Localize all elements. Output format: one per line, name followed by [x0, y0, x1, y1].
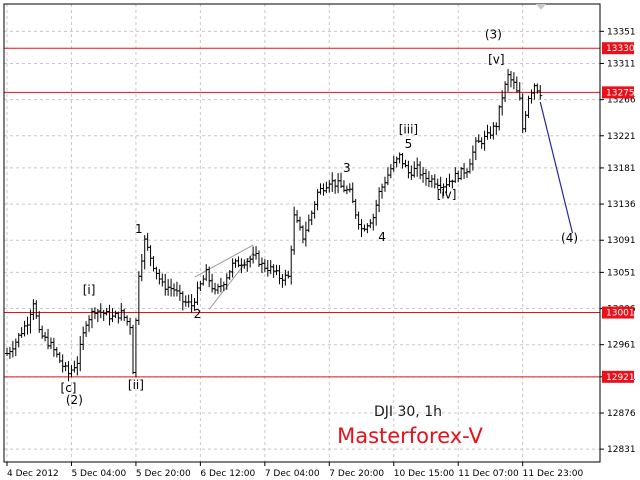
wave-label: (3)	[485, 28, 502, 42]
x-tick-label: 5 Dec 20:00	[136, 469, 191, 479]
wave-projection	[539, 101, 574, 234]
brand-watermark: Masterforex-V	[337, 424, 483, 448]
x-tick-label: 4 Dec 2012	[7, 469, 59, 479]
y-tick-label: 13266	[607, 96, 636, 106]
wave-label: 1	[135, 222, 143, 236]
x-tick-label: 5 Dec 04:00	[71, 469, 126, 479]
x-tick-label: 7 Dec 04:00	[265, 469, 320, 479]
y-tick-label: 12876	[607, 409, 636, 419]
price-tag-13001: 13001	[602, 306, 635, 319]
symbol-label: DJI 30, 1h	[374, 404, 442, 420]
price-tag-13275: 13275	[602, 86, 635, 99]
wave-label: (4)	[561, 231, 578, 245]
price-tag-13330: 13330	[602, 42, 635, 55]
level-price-tags: 13330 13275 13001 12921	[602, 42, 635, 383]
x-tick-label: 7 Dec 20:00	[329, 469, 384, 479]
y-tick-label: 12831	[607, 445, 636, 455]
support-resistance-levels	[4, 47, 600, 378]
svg-text:13001: 13001	[606, 309, 635, 319]
wave-label: 4	[378, 230, 386, 244]
triangle-upper-line	[194, 244, 254, 278]
y-tick-label: 13311	[607, 59, 636, 69]
triangle-lower-line	[208, 252, 254, 310]
wave-label: (2)	[66, 393, 83, 407]
wave-label: [c]	[61, 381, 77, 395]
y-tick-label: 13221	[607, 132, 636, 142]
svg-text:13330: 13330	[606, 44, 635, 54]
wave-labels: [c](2) [i] [ii] 1 2 3 4 [iii]5 [iv] (3) [v] (4)	[61, 28, 579, 408]
wave-label: [iv]	[437, 187, 457, 201]
x-tick-label: 11 Dec 07:00	[458, 469, 519, 479]
x-tick-label: 6 Dec 12:00	[200, 469, 255, 479]
projection-line	[539, 101, 574, 234]
y-tick-label: 13181	[607, 164, 636, 174]
wave-label: [ii]	[128, 378, 144, 392]
x-tick-label: 10 Dec 15:00	[394, 469, 455, 479]
wave-label: 5	[405, 137, 413, 151]
svg-text:12921: 12921	[606, 373, 635, 383]
wave-label: 3	[343, 161, 351, 175]
plot-border	[3, 3, 601, 463]
y-tick-label: 13351	[607, 27, 636, 37]
price-tag-12921: 12921	[602, 370, 635, 383]
wave-label: [i]	[83, 283, 96, 297]
y-tick-label: 12961	[607, 341, 636, 351]
triangle-pattern	[194, 244, 254, 310]
scroll-marker-icon	[536, 4, 546, 10]
y-tick-label: 13051	[607, 268, 636, 278]
grid	[4, 4, 600, 462]
price-bar	[538, 85, 543, 100]
price-bars	[5, 69, 543, 382]
svg-text:13275: 13275	[606, 88, 635, 98]
y-axis: 13351 13311 13266 13221 13181 13136 13091 13051…	[600, 27, 636, 455]
y-tick-label: 13091	[607, 236, 636, 246]
y-tick-label: 13136	[607, 200, 636, 210]
x-tick-label: 11 Dec 23:00	[523, 469, 584, 479]
wave-label: 2	[194, 307, 202, 321]
plot-frame	[3, 3, 601, 463]
wave-label: [v]	[488, 52, 504, 66]
wave-label: [iii]	[399, 122, 418, 136]
x-axis: 4 Dec 2012 5 Dec 04:00 5 Dec 20:00 6 Dec 12…	[6, 462, 584, 479]
